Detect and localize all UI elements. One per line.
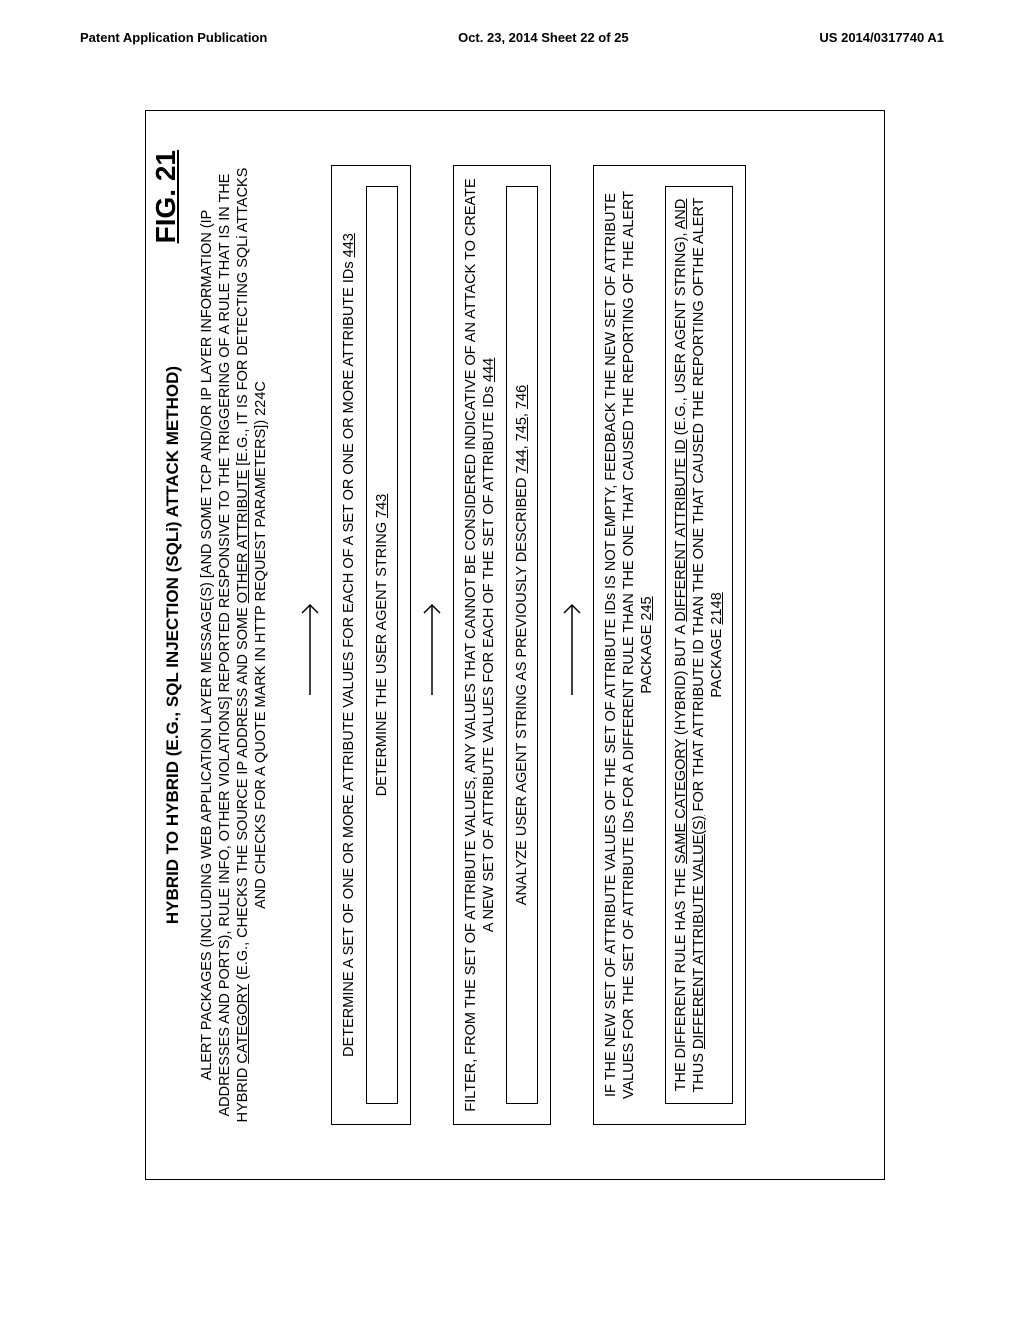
box2-ref: 444 [481, 358, 497, 382]
box1-inner: DETERMINE THE USER AGENT STRING 743 [366, 186, 398, 1104]
flow-box-2: FILTER, FROM THE SET OF ATTRIBUTE VALUES… [453, 165, 551, 1125]
box1-inner-ref: 743 [374, 494, 390, 518]
intro-paragraph: ALERT PACKAGES (INCLUDING WEB APPLICATIO… [198, 165, 271, 1125]
intro-u1: CATEGORY [235, 984, 251, 1064]
box1-ref: 443 [341, 233, 357, 257]
arrow-1 [289, 585, 331, 705]
box2-inner-ref2: 745 [514, 417, 530, 441]
figure-number: FIG. 21 [150, 150, 182, 243]
box3-iu3: AND [673, 199, 689, 230]
box3-iu4: DIFFERENT ATTRIBUTE VALUE(S) [691, 815, 707, 1049]
box2-inner-ref1: 744 [514, 449, 530, 473]
box2-inner-text: ANALYZE USER AGENT STRING AS PREVIOUSLY … [514, 474, 530, 906]
box2-inner-ref3: 746 [514, 385, 530, 409]
arrow-3 [551, 585, 593, 705]
box3-iu2: DIFFERENT ATTRIBUTE ID [673, 439, 689, 621]
flow-box-1: DETERMINE A SET OF ONE OR MORE ATTRIBUTE… [331, 165, 411, 1125]
box3-ref: 245 [639, 596, 655, 620]
box3-inner: THE DIFFERENT RULE HAS THE SAME CATEGORY… [665, 186, 733, 1104]
box1-text: DETERMINE A SET OF ONE OR MORE ATTRIBUTE… [341, 257, 357, 1057]
header-center: Oct. 23, 2014 Sheet 22 of 25 [458, 30, 629, 45]
box3-iu1: SAME CATEGORY [673, 739, 689, 864]
box3-i3: (E.G., USER AGENT STRING), [673, 229, 689, 439]
header-left: Patent Application Publication [80, 30, 267, 45]
box2-inner: ANALYZE USER AGENT STRING AS PREVIOUSLY … [506, 186, 538, 1104]
flow-box-3: IF THE NEW SET OF ATTRIBUTE VALUES OF TH… [593, 165, 746, 1125]
page-header: Patent Application Publication Oct. 23, … [0, 0, 1024, 55]
box3-i5: FOR THAT ATTRIBUTE ID THAN THE ONE THAT … [691, 197, 725, 815]
arrow-2 [411, 585, 453, 705]
box2-text: FILTER, FROM THE SET OF ATTRIBUTE VALUES… [463, 178, 497, 1111]
box3-i2: (HYBRID) BUT A [673, 622, 689, 739]
box3-i1: THE DIFFERENT RULE HAS THE [673, 864, 689, 1091]
figure-content: FIG. 21 HYBRID TO HYBRID (E.G., SQL INJE… [145, 110, 885, 1180]
figure-title: HYBRID TO HYBRID (E.G., SQL INJECTION (S… [163, 366, 183, 924]
header-right: US 2014/0317740 A1 [819, 30, 944, 45]
box1-inner-text: DETERMINE THE USER AGENT STRING [374, 518, 390, 796]
rotated-canvas: FIG. 21 HYBRID TO HYBRID (E.G., SQL INJE… [145, 110, 885, 1180]
intro-u2: OTHER ATTRIBUTE [235, 470, 251, 603]
box3-inner-ref: 2148 [709, 592, 725, 624]
box3-text: IF THE NEW SET OF ATTRIBUTE VALUES OF TH… [603, 191, 655, 1099]
figure-frame: FIG. 21 HYBRID TO HYBRID (E.G., SQL INJE… [145, 110, 885, 1180]
box3-i4: THUS [691, 1049, 707, 1093]
intro-t2: (E.G., CHECKS THE SOURCE IP ADDRESS AND … [235, 603, 251, 984]
